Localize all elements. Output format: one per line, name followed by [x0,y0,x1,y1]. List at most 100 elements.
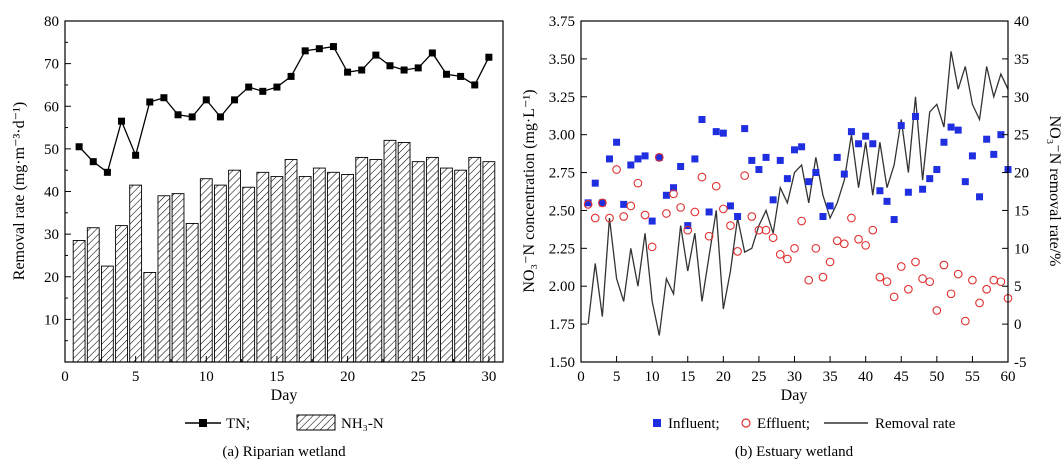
chart-b-influent-point [904,188,912,196]
chart-a-nh3-bar [425,156,439,363]
chart-a-y-tick-label: 30 [44,227,59,243]
chart-b-effluent-point [590,213,600,223]
chart-b-effluent-point [811,243,821,253]
chart-b-effluent-point [975,298,984,308]
chart-a-tn-point [457,72,465,80]
chart-a-y-axis-label: Removal rate (mg·m⁻³·d⁻¹) [11,102,28,280]
chart-a-tn-point [485,53,493,61]
chart-a-nh3-bar [312,167,326,363]
chart-b-x-tick-label: 50 [929,369,944,385]
chart-b-effluent-point [612,165,621,174]
chart-b-effluent-point [861,240,871,250]
chart-b-effluent-point [996,277,1006,287]
chart-b-effluent-point [704,231,714,241]
chart-a-tn-point [202,96,210,104]
chart-a-nh3-bar [440,167,453,363]
chart-b-influent-point [819,213,827,221]
chart-b-effluent-point [854,234,863,244]
chart-b-x-tick-label: 30 [787,369,802,385]
chart-b-effluent-point [676,203,685,212]
legend-tn-label: TN; [226,416,250,432]
chart-b-influent-point [755,166,763,174]
chart-b-y2-tick-label: 25 [1014,128,1029,144]
chart-a-tn-line [78,45,490,174]
chart-a-y-tick-label: 20 [44,270,59,286]
chart-b-effluent-point [733,247,742,256]
chart-a-tn-point [231,96,239,104]
chart-a-caption: (a) Riparian wetland [222,444,346,460]
chart-a-nh3-bar [411,161,425,363]
chart-b-y-tick-label: 1.75 [549,317,575,333]
chart-b-effluent-point [918,274,927,283]
chart-a-tn-point [315,45,323,53]
chart-a-nh3-bar [341,173,354,363]
chart-b-legend: Influent; Effluent; Removal rate [653,416,956,432]
chart-b-effluent-point [953,269,963,279]
chart-b-x-tick-label: 5 [613,369,621,385]
legend-effluent-marker [741,418,751,428]
chart-b-influent-point [947,123,955,131]
chart-b-y2-tick-label: 5 [1014,279,1022,295]
chart-a-tn-point [372,51,380,59]
chart-b-effluent-point [896,262,906,271]
chart-b-effluent-point [868,225,878,235]
chart-b-effluent-point [747,212,757,221]
chart-b-influent-point [655,153,663,161]
chart-b-y2-tick-label: 35 [1014,52,1029,68]
chart-b-effluent-point [839,239,849,249]
chart-b-influent-point [691,155,699,163]
chart-a-y-tick-label: 70 [44,57,59,73]
chart-b-effluent-point [597,198,607,208]
chart-b-y2-tick-label: 10 [1014,241,1029,257]
chart-b-effluent-point [804,275,814,285]
chart-b-effluent-point [697,172,707,182]
chart-a-nh3-bar [327,171,340,363]
chart-b-influent-point [968,152,976,160]
chart-b-x-tick-label: 15 [680,369,695,385]
chart-a-tn-point [428,49,436,57]
chart-a-x-axis-label: Day [271,387,298,404]
chart-a-nh3-bar [256,171,270,363]
chart-a-tn-point [188,113,196,121]
chart-b-y-tick-label: 1.50 [549,355,575,371]
chart-b-y-axis-label: NO₃⁻N concentration (mg·L⁻¹) [521,89,538,292]
chart-a-tn-point [400,66,408,74]
chart-b-effluent-point [832,236,842,246]
chart-b-effluent-point [925,277,935,287]
chart-b-effluent-point [768,233,778,243]
chart-b-x-axis-label: Day [781,387,808,404]
chart-b-effluent-point [882,277,892,287]
chart-b-x-tick-label: 20 [716,369,731,385]
chart-b-effluent-point [726,221,735,230]
chart-b-x-tick-label: 55 [965,369,980,385]
chart-a-tn-point [75,143,83,151]
chart-b-x-tick-label: 45 [894,369,909,385]
chart-a-legend: TN; NH₃-N [185,414,384,432]
chart-b-effluent-point [968,275,977,285]
chart-b-effluent-point [740,171,750,180]
chart-b-influent-point [812,169,820,177]
chart-b-x-tick-label: 0 [577,369,585,385]
chart-b-influent-point [662,191,670,199]
chart-b-y-tick-label: 3.50 [549,52,575,68]
chart-a-tn-point [132,151,140,159]
chart-a-nh3-bar [383,139,397,363]
chart-b-influent-point [605,155,613,163]
chart-b-influent-point [869,140,877,148]
chart-a-nh3-bar [397,142,411,363]
chart-b-y2-tick-label: 40 [1014,14,1029,30]
chart-a-tn-point [216,113,224,121]
chart-b-influent-point [726,202,734,210]
chart-b-influent-point [847,128,855,136]
chart-b-influent-point [783,175,791,183]
chart-b-y-tick-label: 2.00 [549,279,575,295]
legend-nh3-marker [296,414,336,431]
chart-b-influent-point [698,116,706,124]
chart-b-x-tick-label: 35 [823,369,838,385]
chart-b-influent-point [933,166,941,174]
legend-influent-label: Influent; [668,416,720,432]
chart-a-nh3-bar [468,156,482,363]
chart-b-effluent-point [619,212,629,221]
chart-b-effluent-point [889,292,899,302]
